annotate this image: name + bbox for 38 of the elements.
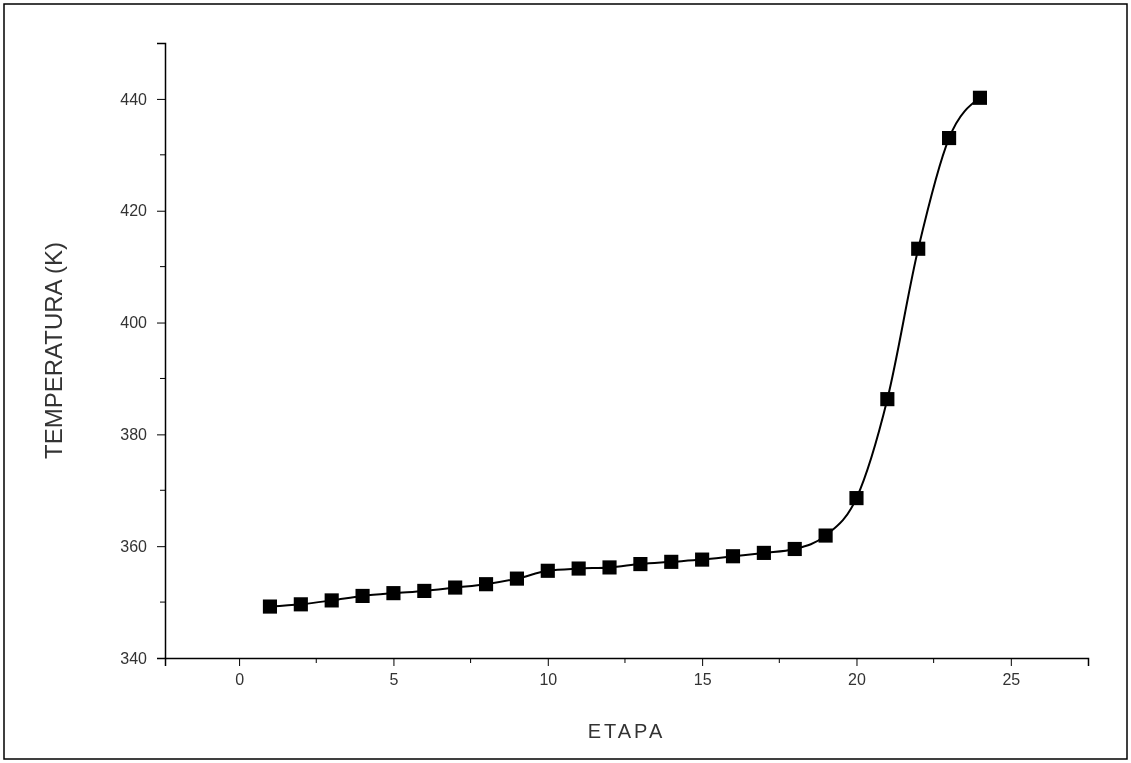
x-tick-label: 20	[848, 671, 866, 689]
x-tick-label: 0	[235, 671, 245, 689]
y-tick-label: 400	[120, 314, 148, 332]
point	[324, 593, 339, 608]
y-axis-title: TEMPERATURA (K)	[40, 242, 67, 459]
y-tick-label: 380	[120, 425, 148, 443]
point	[293, 597, 308, 612]
y-tick-label: 360	[120, 537, 148, 555]
x-tick-label: 10	[539, 671, 558, 689]
point	[633, 557, 648, 572]
point	[972, 90, 988, 105]
point	[818, 528, 833, 543]
x-tick-label: 5	[389, 671, 399, 689]
y-tick-label: 440	[120, 90, 148, 108]
point	[664, 554, 679, 569]
point	[911, 241, 926, 256]
y-tick-label: 340	[120, 649, 148, 667]
point	[942, 130, 957, 146]
point	[540, 563, 555, 578]
point	[756, 545, 771, 560]
x-tick-label: 15	[693, 671, 712, 689]
point	[787, 541, 802, 557]
point	[448, 580, 463, 595]
point	[571, 561, 586, 576]
point	[695, 552, 710, 567]
x-axis-title: ETAPA	[587, 720, 666, 742]
point	[355, 588, 370, 604]
point	[509, 571, 524, 586]
point	[478, 577, 494, 592]
point	[262, 599, 278, 614]
point	[602, 560, 617, 575]
point	[880, 392, 895, 407]
point	[849, 491, 864, 506]
point	[386, 586, 401, 601]
point	[725, 549, 741, 564]
point	[417, 583, 432, 598]
x-tick-label: 25	[1002, 671, 1021, 689]
y-tick-label: 420	[120, 202, 148, 220]
